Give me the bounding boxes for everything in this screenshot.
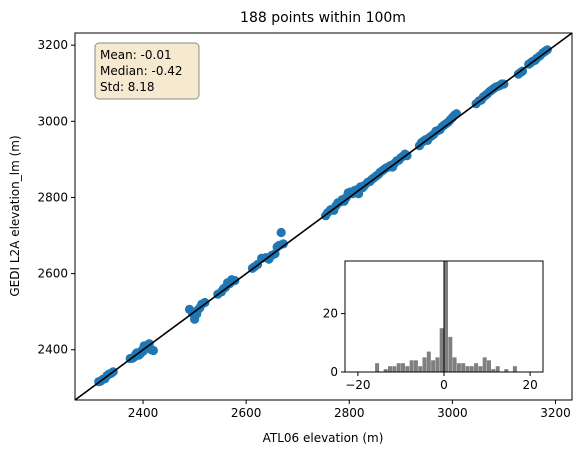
data-point	[148, 345, 158, 356]
y-tick-label: 3200	[37, 38, 68, 52]
histogram-bar	[435, 357, 440, 372]
y-tick-label: 3000	[37, 114, 68, 128]
chart-title: 188 points within 100m	[240, 10, 406, 26]
histogram-bar	[469, 366, 474, 372]
histogram-bar	[392, 366, 397, 372]
histogram-bar	[418, 366, 423, 372]
histogram-bar	[482, 357, 487, 372]
histogram-bar	[448, 336, 453, 372]
histogram-bar	[487, 360, 491, 372]
stats-mean: Mean: -0.01	[100, 48, 172, 62]
histogram-bar	[426, 351, 431, 372]
inset-y-ticks: 0 20	[323, 307, 345, 379]
histogram-bar	[504, 369, 509, 372]
stats-median: Median: -0.42	[100, 64, 183, 78]
histogram-bar	[388, 366, 392, 372]
histogram-bar	[439, 328, 444, 372]
one-to-one-line	[74, 32, 573, 401]
inset-histogram: −20 0 20 0 20	[323, 260, 544, 392]
histogram-bar	[495, 366, 500, 372]
data-point	[278, 239, 288, 249]
histogram-bar	[422, 357, 427, 372]
y-axis-label: GEDI L2A elevation_lm (m)	[8, 135, 22, 296]
histogram-bar	[452, 357, 457, 372]
histogram-bar	[401, 363, 405, 372]
main-x-ticks: 2400 2600 2800 3000 3200	[128, 400, 571, 420]
histogram-bar	[512, 366, 517, 372]
histogram-bar	[474, 363, 479, 372]
x-axis-label: ATL06 elevation (m)	[263, 431, 384, 445]
histogram-bar	[465, 366, 470, 372]
inset-x-ticks: −20 0 20	[345, 372, 538, 392]
histogram-bar	[456, 363, 461, 372]
histogram-bar	[491, 369, 496, 372]
inset-x-tick-label: −20	[345, 378, 370, 392]
stats-std: Std: 8.18	[100, 80, 155, 94]
y-tick-label: 2400	[37, 343, 68, 357]
x-tick-label: 2400	[128, 406, 159, 420]
inset-x-tick-label: 0	[440, 378, 448, 392]
main-y-ticks: 2400 2600 2800 3000 3200	[37, 38, 75, 357]
histogram-bars	[375, 261, 517, 372]
main-scatter-plot: 2400 2600 2800 3000 3200 2400 2600 2800 3000 320…	[8, 10, 573, 445]
data-point	[451, 109, 462, 119]
histogram-bar	[375, 363, 380, 372]
histogram-bar	[478, 366, 483, 372]
histogram-bar	[413, 360, 418, 372]
x-tick-label: 3000	[437, 406, 468, 420]
histogram-bar	[409, 360, 414, 372]
stats-box-background	[94, 42, 200, 100]
y-tick-label: 2600	[37, 267, 68, 281]
y-tick-label: 2800	[37, 190, 68, 204]
histogram-bar	[444, 261, 448, 372]
stats-box: Mean: -0.01 Median: -0.42 Std: 8.18	[94, 42, 200, 100]
x-tick-label: 2600	[231, 406, 262, 420]
histogram-bar	[431, 360, 436, 372]
histogram-bar	[383, 369, 388, 372]
x-tick-label: 3200	[540, 406, 571, 420]
main-plot-border	[74, 32, 573, 401]
inset-y-tick-label: 0	[330, 365, 338, 379]
x-tick-label: 2800	[334, 406, 365, 420]
histogram-bar	[396, 363, 401, 372]
histogram-bar	[461, 363, 466, 372]
histogram-bar	[405, 366, 410, 372]
data-point	[276, 227, 286, 238]
inset-x-tick-label: 20	[522, 378, 537, 392]
inset-y-tick-label: 20	[323, 307, 338, 321]
